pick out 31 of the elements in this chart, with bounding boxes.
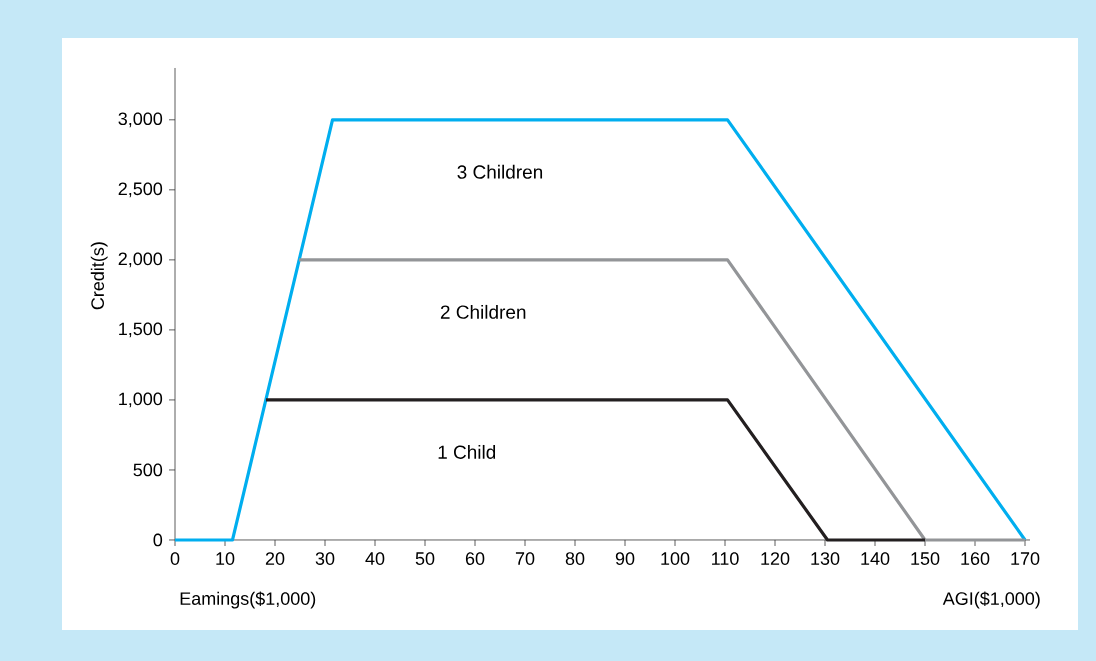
text: 2 Children <box>440 304 526 319</box>
x-tick-label: 50 <box>415 552 435 565</box>
x-tick-label: 100 <box>661 552 690 565</box>
x-tick-label: 80 <box>565 552 585 565</box>
x-tick-label: 170 <box>1011 552 1040 565</box>
y-tick-label: 1,500 <box>119 322 163 338</box>
y-tick-label: 2,000 <box>118 252 163 268</box>
text: 1 Child <box>438 444 496 459</box>
y-tick-label: 500 <box>133 463 163 477</box>
x-tick-label: 110 <box>712 552 739 565</box>
text: 3 Children <box>457 164 543 179</box>
y-tick-label: 0 <box>153 533 163 547</box>
x-tick-label: 160 <box>961 552 990 565</box>
text: AGI($1,000) <box>942 591 1040 609</box>
x-tick-label: 40 <box>365 552 385 565</box>
y-tick-label: 1,000 <box>119 392 163 408</box>
y-tick-label: 2,500 <box>118 182 163 198</box>
x-tick-label: 20 <box>265 552 285 565</box>
x-axis-title: Eamings($1,000) <box>180 591 316 609</box>
x-tick-label: 30 <box>315 552 335 565</box>
x-tick-label: 0 <box>170 552 180 565</box>
x-tick-label: 120 <box>761 552 790 565</box>
x-tick-label: 140 <box>861 552 890 565</box>
x-tick-label: 10 <box>216 552 235 565</box>
x-tick-label: 60 <box>465 552 485 565</box>
x-tick-label: 130 <box>811 552 840 565</box>
y-tick-label: 3,000 <box>118 112 163 128</box>
y-axis-title: Credit(s) <box>90 242 108 310</box>
x-tick-label: 90 <box>615 552 635 565</box>
x-tick-label: 150 <box>911 552 940 565</box>
x-tick-label: 70 <box>515 552 535 565</box>
